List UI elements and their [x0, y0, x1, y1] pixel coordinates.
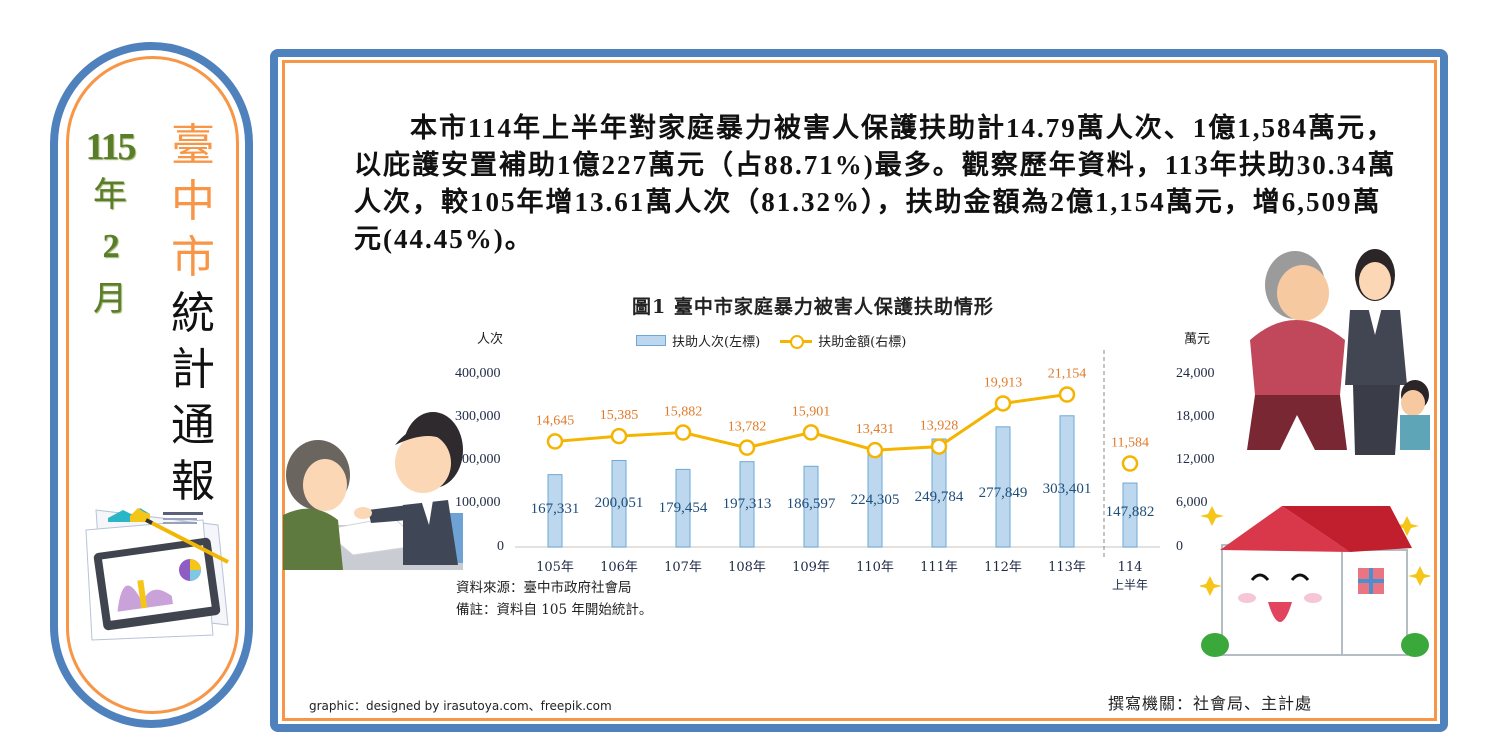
bar-value-label: 179,454 — [659, 500, 708, 516]
line-marker — [1058, 386, 1076, 403]
right-ytick: 12,000 — [1176, 452, 1215, 467]
bar-value-label: 167,331 — [531, 501, 580, 517]
title-char: 中 — [171, 176, 215, 227]
right-ytick: 6,000 — [1176, 495, 1208, 510]
x-axis-sublabel: 上半年 — [1112, 578, 1148, 592]
data-note: 備註：資料自 105 年開始統計。 — [456, 602, 653, 618]
x-axis-label: 112年 — [984, 560, 1022, 575]
line-value-label: 19,913 — [984, 375, 1023, 390]
x-axis-label: 106年 — [600, 560, 638, 575]
legend-bar-label: 扶助人次(左標) — [672, 335, 761, 350]
line-value-label: 13,928 — [920, 419, 959, 434]
title-char: 統 — [171, 288, 215, 339]
right-axis-unit: 萬元 — [1184, 332, 1211, 347]
tablet-report-illustration — [85, 508, 229, 641]
line-marker — [610, 427, 628, 445]
chart-legend: 扶助人次(左標) 扶助金額(右標) — [636, 331, 906, 350]
left-ytick: 200,000 — [455, 452, 501, 467]
left-axis-unit: 人次 — [477, 332, 504, 347]
x-axis-label: 113年 — [1048, 560, 1086, 575]
bar-value-label: 303,401 — [1043, 481, 1092, 497]
left-ytick: 400,000 — [455, 366, 501, 381]
title-char: 報 — [171, 456, 215, 507]
right-ytick: 0 — [1176, 539, 1183, 554]
bar — [611, 459, 627, 548]
bar — [675, 468, 691, 548]
summary-text: 本市114年上半年對家庭暴力被害人保護扶助計14.79萬人次、1億1,584萬元… — [354, 113, 1397, 254]
bar-value-label: 200,051 — [595, 495, 644, 511]
bar-value-label: 186,597 — [787, 496, 836, 512]
left-ytick: 300,000 — [455, 409, 501, 424]
x-axis-label: 109年 — [792, 560, 830, 575]
issue-year-unit: 年 — [93, 175, 127, 215]
legend-line-swatch — [780, 334, 813, 349]
line-value-label: 21,154 — [1048, 367, 1087, 382]
x-axis-label: 110年 — [856, 560, 894, 575]
family-violence-illustration — [1247, 249, 1430, 455]
x-axis-label: 105年 — [536, 560, 574, 575]
summary-paragraph: 本市114年上半年對家庭暴力被害人保護扶助計14.79萬人次、1億1,584萬元… — [354, 110, 1404, 258]
author-agency: 撰寫機關：社會局、主計處 — [1108, 694, 1313, 713]
line-marker — [546, 433, 564, 450]
left-ytick: 0 — [497, 539, 504, 554]
title-char: 市 — [171, 232, 215, 283]
chart-notes: 資料來源：臺中市政府社會局 備註：資料自 105 年開始統計。 — [456, 577, 652, 621]
line-value-label: 15,882 — [664, 405, 703, 420]
bar-value-label: 197,313 — [723, 496, 772, 512]
right-ytick: 18,000 — [1176, 409, 1215, 424]
issue-month: 2 — [102, 228, 120, 265]
line-value-label: 11,584 — [1111, 435, 1149, 450]
bar — [739, 461, 755, 548]
bar — [1059, 415, 1075, 548]
bar — [1122, 482, 1138, 548]
left-ytick: 100,000 — [455, 495, 501, 510]
bar — [547, 474, 563, 548]
issue-year: 115 — [85, 126, 137, 168]
line-value-label: 13,431 — [856, 422, 895, 437]
line-marker — [930, 438, 948, 455]
graphic-credit: graphic：designed by irasutoya.com、freepi… — [309, 699, 612, 713]
line-marker — [994, 395, 1012, 412]
x-axis-label: 108年 — [728, 560, 766, 575]
x-axis-label: 107年 — [664, 560, 702, 575]
line-marker — [674, 424, 692, 441]
bar-value-label: 249,784 — [915, 489, 964, 505]
line-value-label: 15,901 — [792, 404, 831, 419]
title-char: 計 — [171, 344, 215, 395]
line-marker — [738, 439, 756, 456]
right-ytick: 24,000 — [1176, 366, 1215, 381]
line-value-label: 14,645 — [536, 413, 575, 428]
x-axis-label: 111年 — [920, 560, 958, 575]
title-char: 臺 — [171, 120, 215, 171]
bar — [803, 465, 819, 548]
legend-line-label: 扶助金額(右標) — [818, 335, 907, 350]
line-marker — [866, 441, 884, 459]
issue-date: 115 年 2 月 — [70, 125, 150, 325]
chart-title: 圖1 臺中市家庭暴力被害人保護扶助情形 — [632, 296, 994, 318]
x-axis-label: 114 — [1118, 560, 1143, 575]
bar-value-label: 147,882 — [1106, 504, 1155, 520]
bar — [995, 426, 1011, 548]
data-source: 資料來源：臺中市政府社會局 — [456, 580, 632, 596]
title-char: 通 — [171, 400, 215, 451]
line-value-label: 15,385 — [600, 408, 639, 423]
issue-month-unit: 月 — [93, 279, 127, 319]
line-marker — [1121, 455, 1139, 472]
bar-value-label: 277,849 — [979, 485, 1028, 501]
legend-bar-swatch — [636, 335, 666, 346]
counseling-illustration — [283, 412, 463, 570]
happy-house-illustration — [1200, 506, 1430, 657]
publication-title: 臺 中 市 統 計 通 報 — [165, 118, 221, 510]
line-marker — [802, 424, 820, 441]
line-value-label: 13,782 — [728, 420, 767, 435]
bar-value-label: 224,305 — [851, 492, 900, 508]
